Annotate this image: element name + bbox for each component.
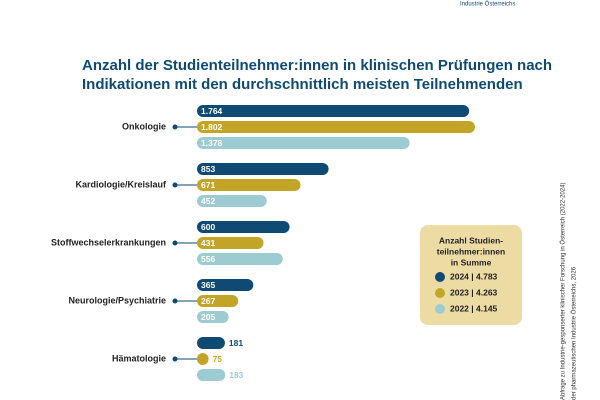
chart-title: Anzahl der Studienteilnehmer:innen in kl… [82, 57, 552, 74]
chart-title: Indikationen mit den durchschnittlich me… [82, 76, 523, 93]
bar [197, 121, 475, 133]
legend-swatch [435, 272, 445, 282]
source-note: der pharmazeutischen Industrie Österreic… [571, 266, 578, 400]
category-dot [172, 182, 178, 188]
value-label: 1.802 [201, 122, 223, 132]
bar [197, 253, 283, 265]
bar [197, 195, 267, 207]
category-dot [172, 124, 178, 130]
value-label: 267 [201, 296, 215, 306]
value-label: 600 [201, 222, 215, 232]
value-label: 431 [201, 238, 215, 248]
category-dot [172, 298, 178, 304]
value-label: 365 [201, 280, 215, 290]
legend-title: in Summe [451, 257, 492, 267]
category-label: Stoffwechselerkrankungen [51, 237, 166, 247]
bar [197, 163, 329, 175]
bar [197, 311, 229, 323]
legend-swatch [435, 304, 445, 314]
category-label: Onkologie [122, 121, 166, 131]
category-dot [172, 356, 178, 362]
value-label: 853 [201, 164, 215, 174]
legend-swatch [435, 288, 445, 298]
bar [197, 337, 225, 349]
value-label: 556 [201, 254, 215, 264]
bar [197, 105, 470, 117]
bar [197, 137, 410, 149]
legend-title: Anzahl Studien- [439, 235, 503, 245]
value-label: 1.378 [201, 138, 223, 148]
legend-title: teilnehmer:innen [437, 246, 505, 256]
category-dot [172, 240, 178, 246]
bar [197, 179, 301, 191]
legend-label: 2023 | 4.263 [450, 287, 498, 297]
category-label: Kardiologie/Kreislauf [75, 179, 167, 189]
bar [197, 279, 254, 291]
category-label: Neurologie/Psychiatrie [68, 295, 166, 305]
bar [197, 369, 226, 381]
value-label: 183 [229, 370, 243, 380]
legend-label: 2022 | 4.145 [450, 303, 498, 313]
bar [197, 237, 264, 249]
value-label: 1.764 [201, 106, 223, 116]
value-label: 181 [229, 338, 243, 348]
legend-box [420, 225, 522, 325]
value-label: 452 [201, 196, 215, 206]
bar [197, 295, 239, 307]
value-label: 205 [201, 312, 215, 322]
bar [197, 353, 209, 365]
org-name: Industrie Österreichs [460, 1, 515, 8]
source-note: Abfrage zu Industrie-gesponserter klinis… [560, 183, 567, 400]
value-label: 75 [213, 354, 223, 364]
category-label: Hämatologie [112, 353, 166, 363]
legend-label: 2024 | 4.783 [450, 271, 498, 281]
bar [197, 221, 290, 233]
value-label: 671 [201, 180, 215, 190]
